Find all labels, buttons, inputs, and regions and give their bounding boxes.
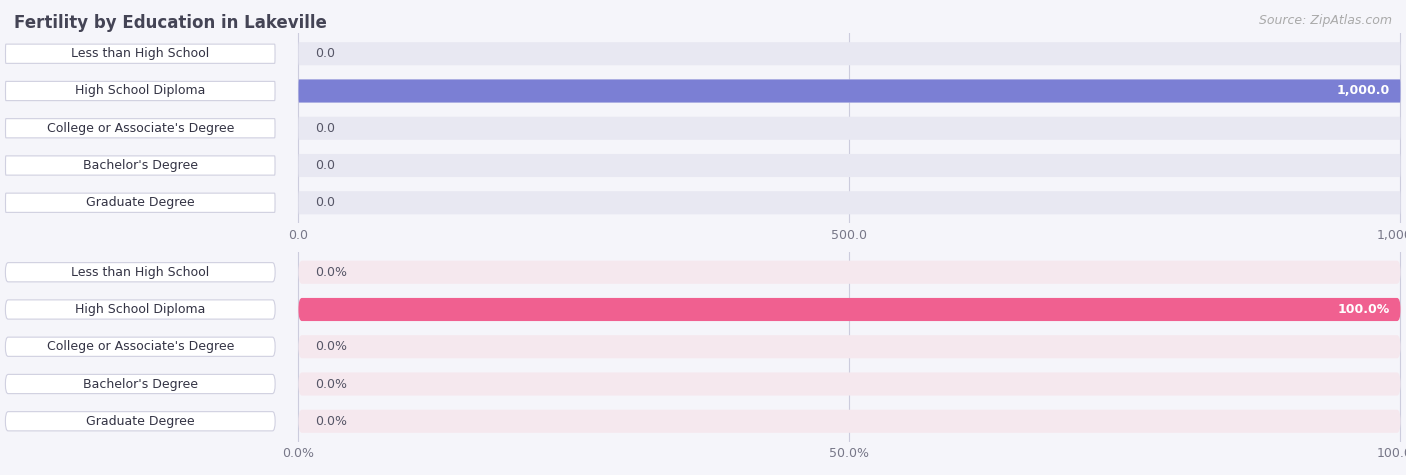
FancyBboxPatch shape [6,374,276,394]
Text: High School Diploma: High School Diploma [75,303,205,316]
FancyBboxPatch shape [6,412,276,431]
Text: Bachelor's Degree: Bachelor's Degree [83,378,198,390]
FancyBboxPatch shape [6,44,276,63]
FancyBboxPatch shape [298,410,1400,433]
FancyBboxPatch shape [6,119,276,138]
Text: College or Associate's Degree: College or Associate's Degree [46,340,233,353]
Text: 100.0%: 100.0% [1337,303,1389,316]
Text: 0.0: 0.0 [315,122,335,135]
Text: Fertility by Education in Lakeville: Fertility by Education in Lakeville [14,14,328,32]
FancyBboxPatch shape [298,117,1400,140]
Text: 0.0: 0.0 [315,196,335,209]
FancyBboxPatch shape [298,191,1400,214]
FancyBboxPatch shape [298,79,1400,103]
Text: 0.0%: 0.0% [315,266,347,279]
Text: College or Associate's Degree: College or Associate's Degree [46,122,233,135]
FancyBboxPatch shape [6,193,276,212]
FancyBboxPatch shape [298,372,1400,396]
FancyBboxPatch shape [298,298,1400,321]
FancyBboxPatch shape [6,81,276,101]
FancyBboxPatch shape [298,335,1400,358]
FancyBboxPatch shape [298,42,1400,65]
Text: Source: ZipAtlas.com: Source: ZipAtlas.com [1258,14,1392,27]
FancyBboxPatch shape [298,298,1400,321]
FancyBboxPatch shape [298,154,1400,177]
Text: Bachelor's Degree: Bachelor's Degree [83,159,198,172]
FancyBboxPatch shape [6,156,276,175]
FancyBboxPatch shape [298,79,1400,103]
Text: Graduate Degree: Graduate Degree [86,415,194,428]
Text: 0.0%: 0.0% [315,340,347,353]
FancyBboxPatch shape [6,300,276,319]
Text: 0.0%: 0.0% [315,378,347,390]
FancyBboxPatch shape [6,337,276,356]
Text: 0.0%: 0.0% [315,415,347,428]
Text: 1,000.0: 1,000.0 [1336,85,1389,97]
Text: High School Diploma: High School Diploma [75,85,205,97]
FancyBboxPatch shape [6,263,276,282]
Text: Graduate Degree: Graduate Degree [86,196,194,209]
Text: Less than High School: Less than High School [72,266,209,279]
Text: 0.0: 0.0 [315,47,335,60]
FancyBboxPatch shape [298,261,1400,284]
Text: Less than High School: Less than High School [72,47,209,60]
Text: 0.0: 0.0 [315,159,335,172]
